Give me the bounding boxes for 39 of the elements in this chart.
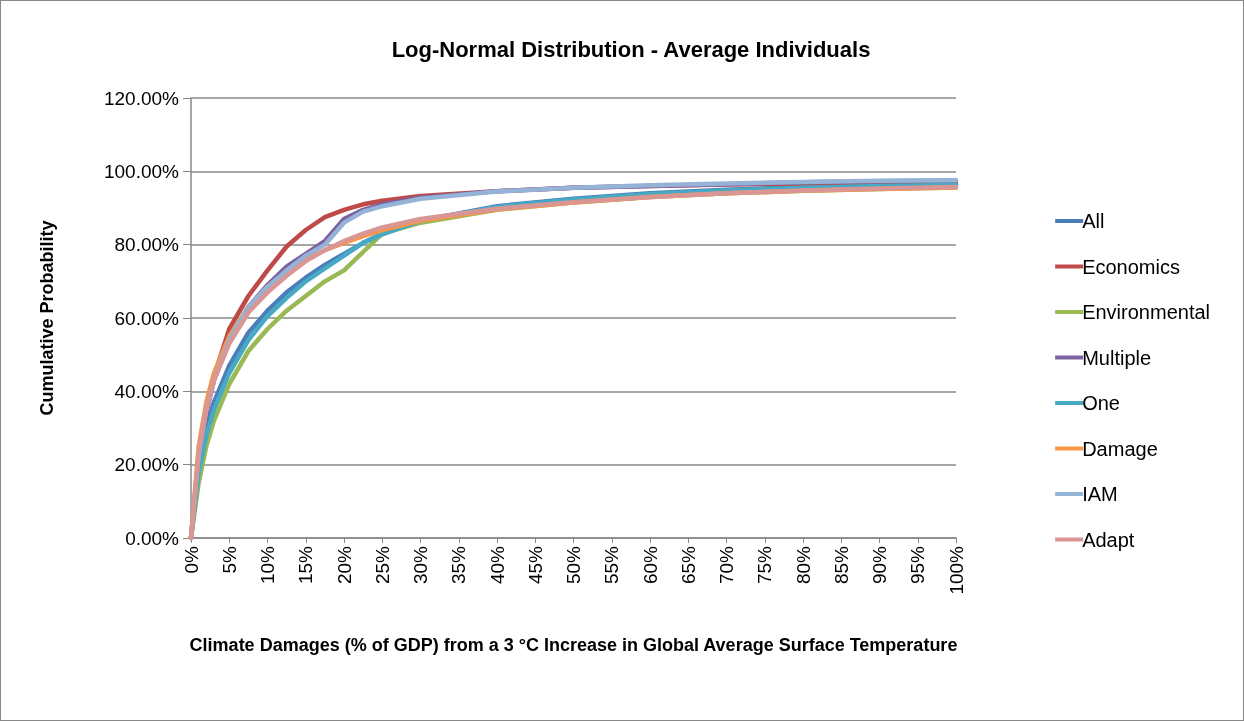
x-tick-label: 100% — [945, 545, 967, 595]
x-tick-label: 20% — [333, 545, 355, 585]
y-tick-label: 80.00% — [114, 234, 180, 256]
x-tick-label: 80% — [792, 545, 814, 585]
x-tick-label: 50% — [563, 545, 584, 585]
x-tick-label: 40% — [486, 545, 508, 585]
legend-label: One — [1082, 392, 1120, 414]
x-tick-label: 15% — [295, 545, 317, 585]
x-tick-label: 90% — [869, 545, 890, 585]
y-tick-label: 60.00% — [114, 307, 180, 329]
x-tick-label: 55% — [601, 545, 623, 585]
legend-label: IAM — [1082, 483, 1118, 505]
legend-label: Damage — [1082, 437, 1158, 460]
y-tick-label: 40.00% — [114, 380, 180, 402]
y-tick-label: 0.00% — [125, 527, 180, 549]
x-tick-label: 25% — [371, 545, 393, 585]
y-tick-label: 100.00% — [103, 160, 180, 182]
x-tick-label: 10% — [257, 545, 278, 585]
x-tick-label: 5% — [218, 545, 240, 574]
legend-label: Adapt — [1082, 528, 1135, 551]
x-tick-label: 85% — [830, 545, 852, 585]
x-tick-label: 0% — [180, 545, 202, 574]
x-axis-title: Climate Damages (% of GDP) from a 3 °C Increase in Global Average Surface Temperature — [189, 635, 958, 655]
x-tick-label: 35% — [448, 545, 470, 585]
y-tick-label: 20.00% — [114, 454, 180, 476]
chart-title: Log-Normal Distribution - Average Individuals — [391, 36, 871, 62]
y-axis-title: Cumulative Probability — [37, 220, 57, 416]
x-tick-label: 45% — [524, 545, 546, 585]
x-tick-label: 60% — [639, 545, 661, 585]
x-tick-label: 65% — [677, 545, 699, 585]
x-tick-label: 75% — [754, 545, 776, 585]
legend-label: Multiple — [1082, 346, 1152, 369]
x-tick-label: 30% — [410, 545, 431, 585]
legend-label: Environmental — [1082, 301, 1210, 323]
x-tick-label: 95% — [907, 545, 929, 585]
legend-label: Economics — [1082, 255, 1180, 278]
legend-label: All — [1082, 210, 1105, 232]
x-tick-label: 70% — [716, 545, 737, 585]
y-tick-label: 120.00% — [103, 87, 180, 109]
